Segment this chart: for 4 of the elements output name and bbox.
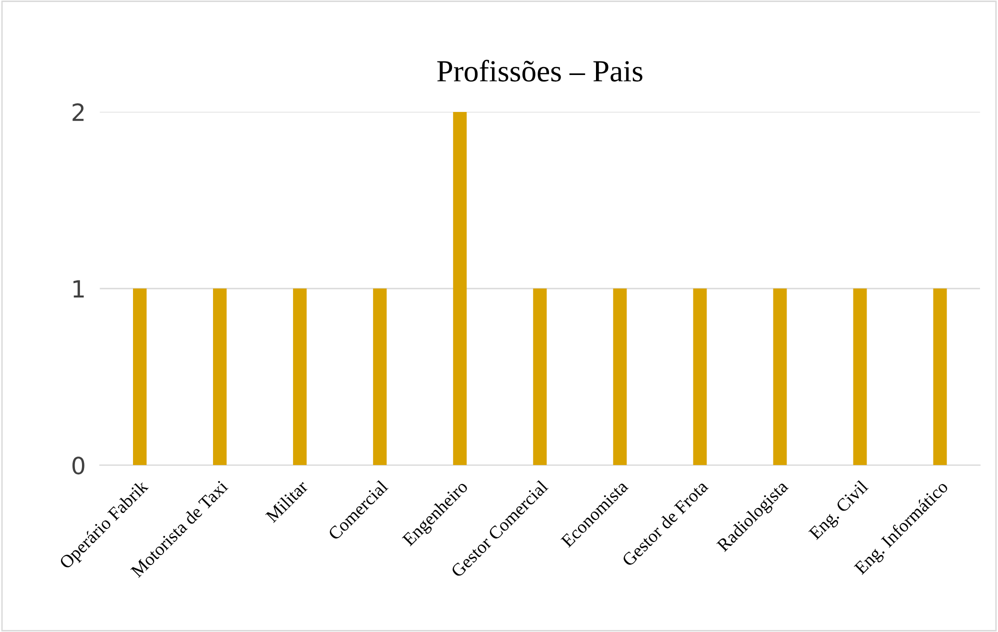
chart-title: Profissões – Pais <box>437 60 642 82</box>
y-tick-label: 0 <box>72 456 84 474</box>
y-tick-label: 2 <box>72 103 84 121</box>
y-tick-label: 1 <box>73 280 84 298</box>
